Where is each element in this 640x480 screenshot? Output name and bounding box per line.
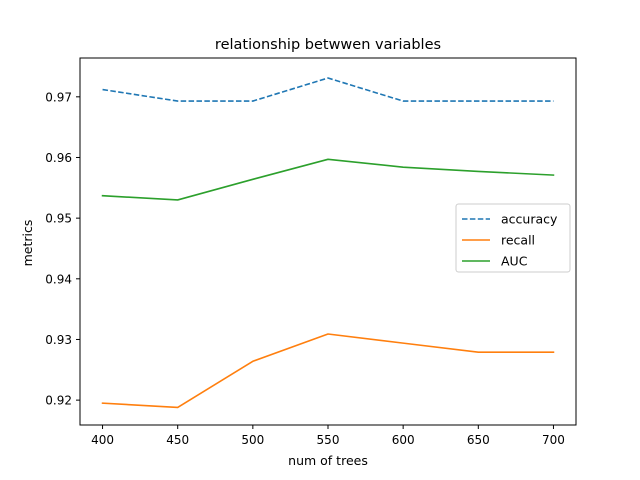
x-tick-label: 550: [317, 433, 340, 447]
x-axis-label: num of trees: [288, 453, 368, 468]
y-axis-ticks: 0.92 0.93 0.94 0.95 0.96 0.97: [45, 90, 80, 408]
x-axis-ticks: 400 450 500 550 600 650 700: [91, 425, 565, 447]
x-tick-label: 500: [241, 433, 264, 447]
legend-label-auc: AUC: [501, 254, 528, 269]
legend: accuracy recall AUC: [455, 203, 571, 273]
series-group: [101, 77, 555, 409]
series-line-auc: [101, 158, 555, 201]
x-tick-label: 650: [467, 433, 490, 447]
y-tick-label: 0.92: [45, 394, 72, 408]
x-tick-label: 400: [91, 433, 114, 447]
series-line-recall: [101, 333, 555, 409]
y-tick-label: 0.96: [45, 151, 72, 165]
series-line-accuracy: [102, 77, 554, 102]
y-tick-label: 0.97: [45, 90, 72, 104]
x-tick-label: 450: [166, 433, 189, 447]
y-tick-label: 0.94: [45, 272, 72, 286]
legend-box: [455, 203, 571, 273]
x-tick-label: 700: [542, 433, 565, 447]
y-tick-label: 0.93: [45, 333, 72, 347]
y-tick-label: 0.95: [45, 212, 72, 226]
chart-title: relationship betwwen variables: [215, 37, 441, 53]
legend-label-recall: recall: [501, 233, 535, 248]
x-tick-label: 600: [392, 433, 415, 447]
legend-label-accuracy: accuracy: [501, 212, 558, 227]
y-axis-label: metrics: [20, 220, 35, 267]
